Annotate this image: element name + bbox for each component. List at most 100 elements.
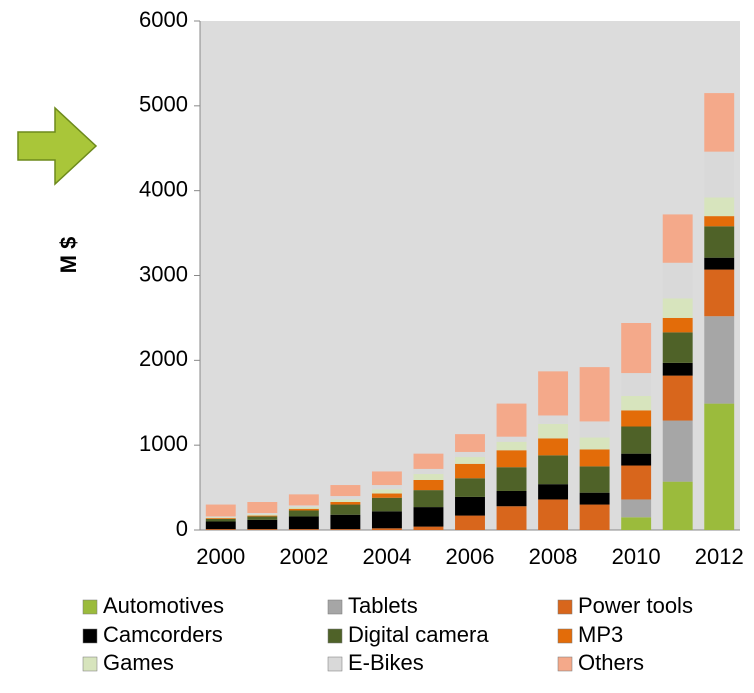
bar-segment — [662, 298, 693, 318]
bar-segment — [704, 226, 735, 258]
bar-segment — [662, 214, 693, 263]
bar-segment — [247, 514, 278, 516]
x-tick-label: 2012 — [695, 544, 744, 569]
bar-segment — [704, 216, 735, 227]
x-tick-label: 2002 — [279, 544, 328, 569]
x-tick-label: 2006 — [446, 544, 495, 569]
bar-segment — [205, 517, 236, 519]
bar-segment — [496, 403, 527, 437]
bar-segment — [413, 507, 444, 527]
bar-segment — [579, 492, 610, 505]
bar-segment — [455, 515, 485, 530]
bar-segment — [371, 528, 402, 530]
bar-segment — [330, 504, 361, 515]
bar-segment — [413, 526, 444, 530]
bar-segment — [455, 457, 485, 464]
bar-segment — [413, 453, 444, 469]
legend-swatch — [557, 628, 573, 644]
bar-segment — [662, 420, 693, 482]
bar-segment — [579, 437, 610, 450]
bar-segment — [330, 496, 361, 500]
legend-swatch — [327, 656, 343, 672]
bar-segment — [579, 504, 610, 530]
bar-segment — [455, 434, 485, 452]
y-tick-label: 2000 — [139, 346, 188, 371]
bar-segment — [621, 499, 652, 518]
bar-segment — [496, 441, 527, 451]
bar-segment — [205, 518, 236, 519]
bar-segment — [704, 197, 735, 217]
bar-segment — [662, 332, 693, 363]
bar-segment — [496, 490, 527, 507]
y-tick-label: 1000 — [139, 431, 188, 456]
bar-segment — [538, 455, 569, 485]
legend-label: E-Bikes — [348, 650, 424, 675]
bar-segment — [413, 474, 444, 480]
bar-segment — [288, 529, 319, 530]
y-axis-label: M $ — [56, 237, 81, 274]
legend-label: Tablets — [348, 593, 418, 618]
y-tick-label: 3000 — [139, 261, 188, 286]
bar-segment — [455, 496, 485, 516]
legend-label: Others — [578, 650, 644, 675]
bar-segment — [662, 481, 693, 530]
bar-segment — [538, 423, 569, 439]
bar-segment — [413, 490, 444, 508]
bar-segment — [288, 508, 319, 511]
bar-segment — [704, 151, 735, 198]
bar-segment — [662, 317, 693, 333]
bar-segment — [704, 316, 735, 404]
bar-segment — [330, 529, 361, 530]
legend-swatch — [557, 656, 573, 672]
y-tick-label: 4000 — [139, 176, 188, 201]
legend-swatch — [82, 628, 98, 644]
bar-segment — [455, 478, 485, 497]
bar-segment — [330, 502, 361, 505]
bar-segment — [538, 484, 569, 500]
legend-swatch — [327, 628, 343, 644]
legend-swatch — [557, 599, 573, 615]
bar-segment — [371, 471, 402, 486]
bar-segment — [247, 502, 278, 514]
x-tick-label: 2008 — [529, 544, 578, 569]
bar-segment — [288, 507, 319, 509]
bar-segment — [247, 519, 278, 530]
bar-segment — [662, 362, 693, 376]
bar-segment — [621, 517, 652, 530]
bar-segment — [662, 262, 693, 299]
legend-swatch — [82, 656, 98, 672]
bar-segment — [205, 521, 236, 530]
bar-segment — [288, 494, 319, 506]
bar-segment — [205, 518, 236, 522]
bar-segment — [579, 449, 610, 467]
bar-segment — [579, 466, 610, 493]
bar-segment — [288, 516, 319, 530]
legend-swatch — [82, 599, 98, 615]
bar-segment — [288, 505, 319, 508]
bar-segment — [247, 516, 278, 520]
bar-segment — [371, 485, 402, 490]
bar-segment — [662, 375, 693, 421]
bar-segment — [704, 93, 735, 152]
legend-label: MP3 — [578, 622, 623, 647]
y-tick-label: 5000 — [139, 92, 188, 117]
bar-segment — [496, 467, 527, 491]
bar-segment — [205, 529, 236, 530]
bar-segment — [247, 513, 278, 515]
bar-segment — [496, 450, 527, 468]
bar-segment — [496, 506, 527, 530]
bar-segment — [330, 499, 361, 503]
legend-label: Digital camera — [348, 622, 489, 647]
bar-segment — [538, 415, 569, 424]
x-tick-label: 2004 — [362, 544, 411, 569]
bar-segment — [371, 497, 402, 512]
bar-segment — [247, 529, 278, 530]
y-tick-label: 6000 — [139, 7, 188, 32]
bar-segment — [288, 510, 319, 517]
bar-segment — [205, 504, 236, 517]
bar-segment — [704, 257, 735, 270]
x-tick-label: 2000 — [196, 544, 245, 569]
bar-segment — [496, 436, 527, 442]
bar-segment — [621, 373, 652, 396]
